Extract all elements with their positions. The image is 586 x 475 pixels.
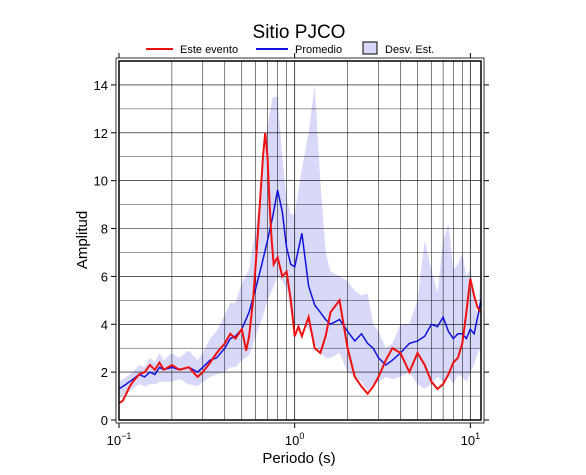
chart-title: Sitio PJCO [253, 22, 346, 43]
x-tick-label: 101 [461, 431, 480, 448]
x-tick-label: 10−1 [107, 431, 132, 448]
plot-frame [118, 60, 482, 421]
series-line-promedio [119, 190, 481, 390]
plot-frame-outer [115, 57, 485, 424]
legend-label-este-evento: Este evento [180, 44, 238, 56]
y-tick-label: 14 [94, 78, 108, 93]
y-tick-label: 12 [94, 126, 108, 141]
y-tick-label: 6 [101, 269, 108, 284]
series-line-este-evento [119, 132, 481, 405]
legend: Este evento Promedio Desv. Est. [146, 41, 434, 56]
x-axis-label: Periodo (s) [262, 450, 335, 467]
y-tick-label: 0 [101, 413, 108, 428]
y-tick-label: 4 [101, 317, 108, 332]
grid [119, 61, 481, 420]
legend-swatch-desv-est [362, 41, 378, 55]
legend-label-desv-est: Desv. Est. [385, 44, 434, 56]
x-tick-label: 100 [285, 431, 304, 448]
y-tick-label: 8 [101, 222, 108, 237]
y-axis-label: Amplitud [74, 211, 91, 269]
y-tick-label: 2 [101, 365, 108, 380]
legend-label-promedio: Promedio [295, 44, 342, 56]
y-tick-label: 10 [94, 174, 108, 189]
